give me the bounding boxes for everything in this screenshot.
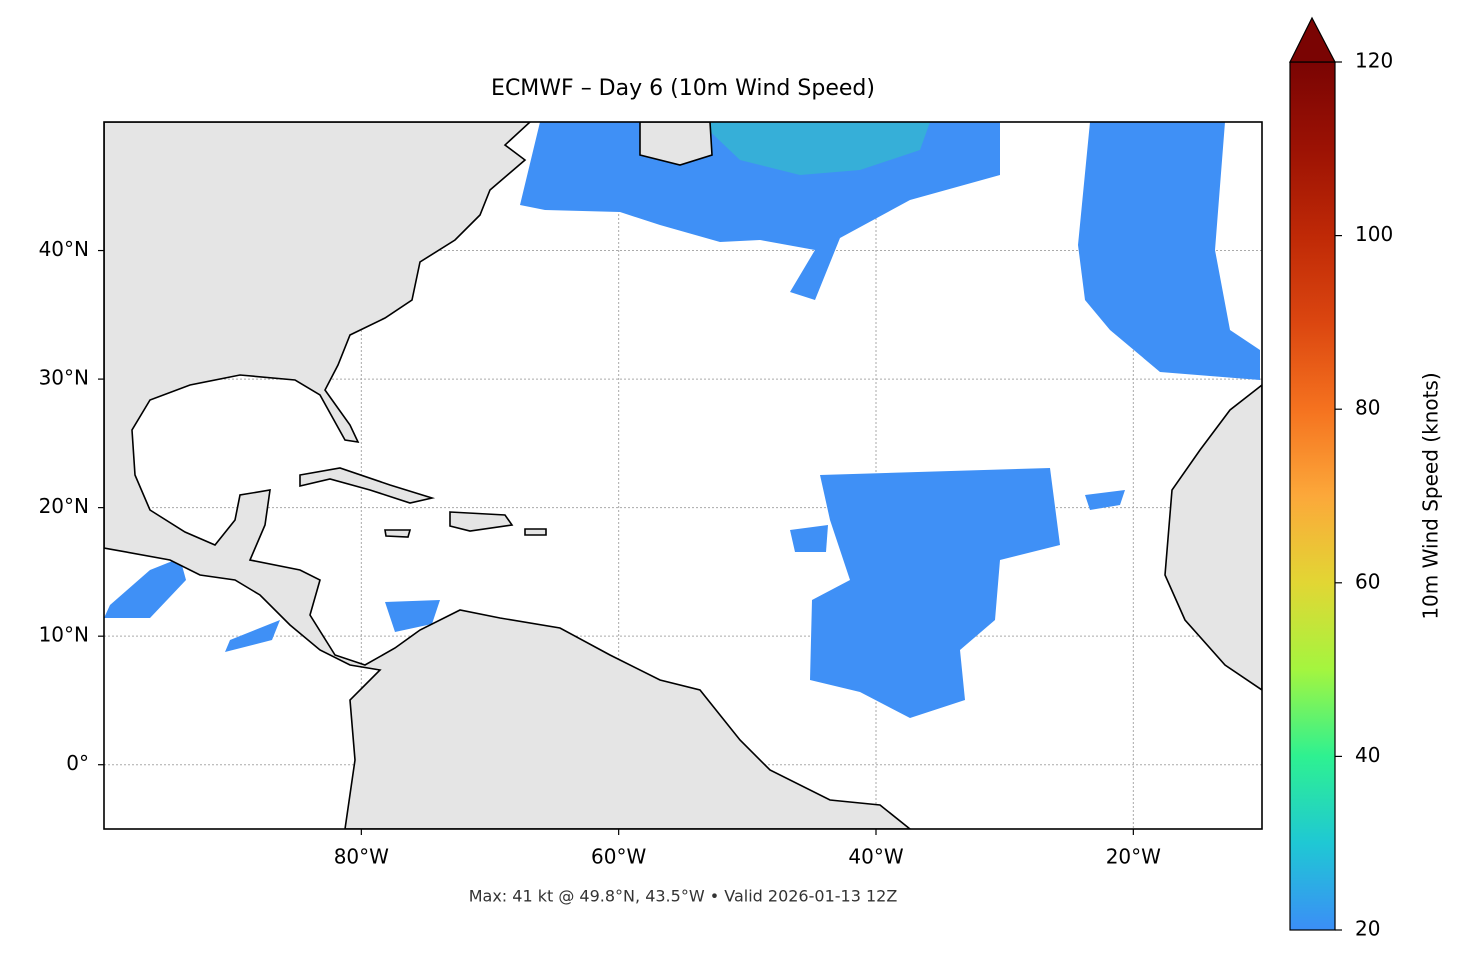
y-tick-label: 20°N (39, 494, 89, 518)
colorbar-tick-label: 20 (1355, 917, 1380, 941)
footer-note: Max: 41 kt @ 49.8°N, 43.5°W • Valid 2026… (469, 887, 898, 906)
colorbar-tick-label: 80 (1355, 396, 1380, 420)
colorbar: 20 40 60 80 100 120 (1289, 16, 1393, 941)
wind-field (104, 122, 1260, 718)
y-tick-label: 0° (66, 751, 89, 775)
land (104, 122, 1262, 829)
colorbar-scale (1289, 61, 1336, 931)
map-title: ECMWF – Day 6 (10m Wind Speed) (491, 76, 875, 101)
africa (1164, 383, 1262, 691)
wind-area (790, 525, 828, 552)
map-frame (103, 121, 1263, 830)
jamaica (384, 529, 412, 538)
y-tick-label: 30°N (39, 366, 89, 390)
colorbar-tick-label: 120 (1355, 49, 1393, 73)
colorbar-tick-label: 60 (1355, 569, 1380, 593)
wind-area (385, 600, 440, 632)
wind-area (104, 558, 186, 618)
cuba (299, 467, 436, 504)
x-tick-label: 20°W (1106, 845, 1161, 869)
x-tick-label: 40°W (848, 845, 903, 869)
hispaniola (449, 511, 514, 532)
wind-area (225, 620, 280, 652)
wind-area (1085, 490, 1125, 510)
map-area (104, 122, 1262, 829)
y-tick-label: 40°N (39, 237, 89, 261)
puerto-rico (524, 528, 547, 536)
colorbar-tick-label: 100 (1355, 222, 1393, 246)
wind-area (810, 468, 1060, 718)
colorbar-label: 10m Wind Speed (knots) (1419, 372, 1443, 619)
x-tick-label: 60°W (591, 845, 646, 869)
y-tick-label: 10°N (39, 623, 89, 647)
wind-area (520, 122, 1000, 300)
colorbar-tick-label: 40 (1355, 743, 1380, 767)
lon-ticks: 80°W 60°W 40°W 20°W (334, 829, 1161, 869)
wind-area-strong (700, 122, 930, 175)
lat-ticks: 0° 10°N 20°N 30°N 40°N (39, 237, 104, 775)
colorbar-extend (1289, 16, 1336, 63)
americas (104, 122, 912, 829)
newfoundland (639, 122, 713, 166)
x-tick-label: 80°W (334, 845, 389, 869)
wind-area (1078, 122, 1260, 380)
